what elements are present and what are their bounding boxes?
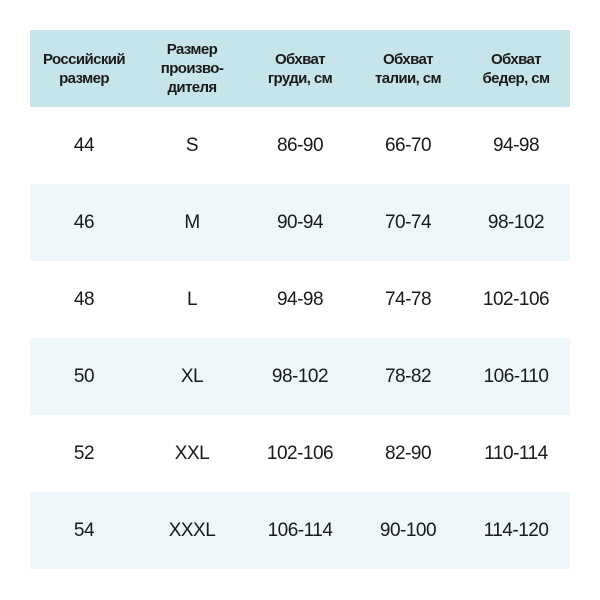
cell-chest: 102-106: [266, 442, 334, 464]
table-row: 48 L 94-98 74-78 102-106: [30, 261, 570, 338]
cell-waist: 70-74: [384, 211, 432, 233]
cell-manufacturer-size: S: [185, 134, 199, 156]
cell-hips: 102-106: [482, 288, 550, 310]
table-row: 52 XXL 102-106 82-90 110-114: [30, 415, 570, 492]
header-line: талии, см: [374, 69, 442, 87]
cell-manufacturer-size: XL: [180, 365, 204, 387]
header-manufacturer-size: Размер произво-дителя: [138, 30, 246, 107]
header-russian-size: Российский размер: [30, 30, 138, 107]
cell-russian-size: 44: [73, 134, 95, 156]
table-row: 54 XXXL 106-114 90-100 114-120: [30, 492, 570, 569]
header-line: дителя: [167, 79, 217, 96]
header-line: Российский: [42, 50, 126, 68]
cell-waist: 82-90: [384, 442, 432, 464]
cell-waist: 74-78: [384, 288, 432, 310]
cell-russian-size: 52: [73, 442, 95, 464]
cell-manufacturer-size: XXL: [174, 442, 210, 464]
header-line: Обхват: [274, 50, 326, 68]
cell-russian-size: 50: [73, 365, 95, 387]
table-row: 46 M 90-94 70-74 98-102: [30, 184, 570, 261]
header-chest: Обхват груди, см: [246, 30, 354, 107]
cell-hips: 110-114: [484, 442, 548, 464]
header-line: груди, см: [267, 69, 333, 87]
cell-manufacturer-size: M: [184, 211, 200, 233]
header-row: Российский размер Размер произво-дителя Об…: [30, 30, 570, 107]
cell-chest: 94-98: [276, 288, 324, 310]
cell-manufacturer-size: L: [186, 288, 198, 310]
header-line: размер: [59, 69, 109, 87]
header-line: Обхват: [382, 50, 434, 68]
cell-chest: 86-90: [276, 134, 324, 156]
cell-manufacturer-size: XXXL: [168, 519, 216, 541]
cell-waist: 78-82: [384, 365, 432, 387]
cell-russian-size: 46: [73, 211, 95, 233]
cell-waist: 66-70: [384, 134, 432, 156]
cell-hips: 94-98: [492, 134, 540, 156]
header-line: Размер: [166, 41, 218, 58]
cell-hips: 98-102: [487, 211, 545, 233]
cell-russian-size: 48: [73, 288, 95, 310]
header-line: произво-: [160, 60, 224, 77]
header-hips: Обхват бедер, см: [462, 30, 570, 107]
table-row: 50 XL 98-102 78-82 106-110: [30, 338, 570, 415]
header-line: бедер, см: [482, 69, 550, 87]
header-waist: Обхват талии, см: [354, 30, 462, 107]
cell-russian-size: 54: [73, 519, 95, 541]
header-line: Обхват: [490, 50, 542, 68]
cell-waist: 90-100: [379, 519, 437, 541]
cell-chest: 90-94: [276, 211, 324, 233]
size-chart-table: Российский размер Размер произво-дителя Об…: [30, 30, 570, 569]
cell-chest: 106-114: [267, 519, 333, 541]
table-row: 44 S 86-90 66-70 94-98: [30, 107, 570, 184]
cell-chest: 98-102: [271, 365, 329, 387]
cell-hips: 106-110: [483, 365, 549, 387]
cell-hips: 114-120: [483, 519, 549, 541]
